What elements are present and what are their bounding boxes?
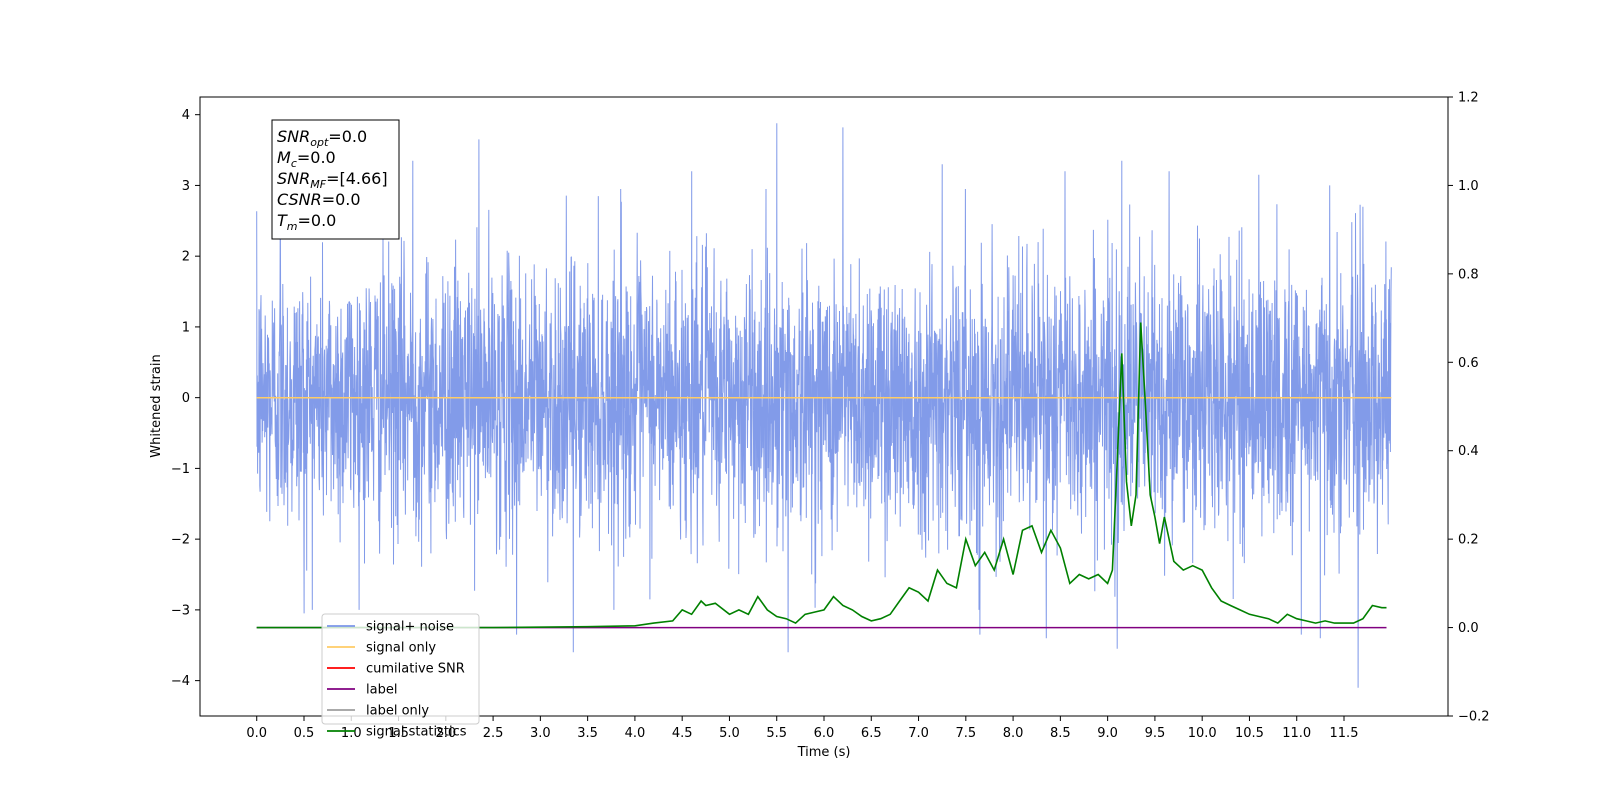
y-tick-label: −1 bbox=[171, 462, 190, 477]
x-axis-label: Time (s) bbox=[797, 745, 851, 760]
x-tick-label: 9.0 bbox=[1097, 726, 1118, 741]
annotation-symbol: T bbox=[277, 211, 288, 230]
annotation-symbol: M bbox=[277, 148, 291, 167]
annotation-symbol: CSNR bbox=[277, 190, 322, 209]
x-tick-label: 5.0 bbox=[719, 726, 740, 741]
annotation-value: =0.0 bbox=[297, 148, 336, 167]
annotation-symbol: SNR bbox=[277, 127, 310, 146]
y-tick-label: −3 bbox=[171, 603, 190, 618]
y-tick-label: 3 bbox=[182, 179, 190, 194]
legend-frame bbox=[321, 613, 480, 725]
legend-entry-label: label bbox=[366, 683, 397, 698]
legend-entry-label: cumilative SNR bbox=[366, 662, 465, 677]
annotation-subscript: MF bbox=[310, 178, 326, 191]
annotation-value: =0.0 bbox=[328, 127, 367, 146]
annotation-line: CSNR=0.0 bbox=[277, 190, 361, 209]
legend-entry-label: signal+ noise bbox=[366, 620, 454, 635]
x-tick-label: 0.5 bbox=[294, 726, 315, 741]
legend: signal+ noise signal only cumilative SNR la… bbox=[321, 613, 480, 740]
y2-tick-label: 0.0 bbox=[1458, 621, 1479, 636]
y-tick-label: 1 bbox=[182, 320, 190, 335]
annotation-line: Mc=0.0 bbox=[277, 148, 336, 170]
annotation-line: SNRopt=0.0 bbox=[277, 127, 367, 149]
annotation-subscript: opt bbox=[310, 136, 329, 149]
x-tick-label: 10.0 bbox=[1188, 726, 1217, 741]
y2-tick-label: 0.6 bbox=[1458, 356, 1479, 371]
x-tick-label: 6.5 bbox=[861, 726, 882, 741]
y-tick-label: 4 bbox=[182, 108, 190, 123]
x-tick-label: 9.5 bbox=[1145, 726, 1166, 741]
y2-tick-label: 1.0 bbox=[1458, 179, 1479, 194]
x-tick-label: 2.5 bbox=[483, 726, 504, 741]
y-tick-label: 2 bbox=[182, 250, 190, 265]
x-tick-label: 11.0 bbox=[1282, 726, 1311, 741]
annotation-line: Tm=0.0 bbox=[277, 211, 336, 233]
x-tick-label: 4.0 bbox=[625, 726, 646, 741]
annotation-value: =[4.66] bbox=[326, 169, 388, 188]
annotation-line: SNRMF=[4.66] bbox=[277, 169, 388, 191]
x-tick-label: 3.5 bbox=[577, 726, 598, 741]
y2-tick-label: 1.2 bbox=[1458, 91, 1479, 106]
x-tick-label: 3.0 bbox=[530, 726, 551, 741]
x-tick-label: 7.5 bbox=[955, 726, 976, 741]
legend-entry-label: label only bbox=[366, 704, 429, 719]
series-signal-noise-line bbox=[256, 123, 1392, 688]
ticks-layer: 0.0 0.5 1.0 1.5 2.0 2.5 3.0 3.5 4.0 4.5 5.0 5.5 6.0 6… bbox=[171, 91, 1490, 742]
x-tick-label: 6.0 bbox=[814, 726, 835, 741]
annotation-symbol: SNR bbox=[277, 169, 310, 188]
x-tick-label: 8.5 bbox=[1050, 726, 1071, 741]
y-tick-label: 0 bbox=[182, 391, 190, 406]
y2-tick-label: 0.2 bbox=[1458, 533, 1479, 548]
x-tick-label: 8.0 bbox=[1003, 726, 1024, 741]
plot-area bbox=[256, 123, 1392, 688]
y2-tick-label: 0.8 bbox=[1458, 267, 1479, 282]
annotation-subscript: m bbox=[287, 220, 298, 233]
annotation-value: =0.0 bbox=[322, 190, 361, 209]
annotation-subscript: c bbox=[291, 157, 297, 170]
y2-tick-label: −0.2 bbox=[1458, 710, 1490, 725]
x-tick-label: 5.5 bbox=[766, 726, 787, 741]
series-signal-statistics-line bbox=[256, 322, 1387, 629]
y-tick-label: −2 bbox=[171, 533, 190, 548]
x-tick-label: 7.0 bbox=[908, 726, 929, 741]
annotation-box: SNRopt=0.0Mc=0.0SNRMF=[4.66]CSNR=0.0Tm=0… bbox=[271, 119, 400, 240]
x-tick-label: 1.5 bbox=[388, 726, 409, 741]
y2-tick-label: 0.4 bbox=[1458, 444, 1479, 459]
annotation-frame bbox=[271, 119, 400, 240]
x-tick-label: 4.5 bbox=[672, 726, 693, 741]
y-axis-label: Whitened strain bbox=[149, 354, 164, 457]
x-tick-label: 1.0 bbox=[341, 726, 362, 741]
y-tick-label: −4 bbox=[171, 674, 190, 689]
x-tick-label: 2.0 bbox=[435, 726, 456, 741]
legend-entry-label: signal only bbox=[366, 641, 436, 656]
x-tick-label: 10.5 bbox=[1235, 726, 1264, 741]
legend-entry-label: signal statistics bbox=[366, 725, 467, 740]
x-tick-label: 11.5 bbox=[1330, 726, 1359, 741]
x-tick-label: 0.0 bbox=[246, 726, 267, 741]
annotation-value: =0.0 bbox=[298, 211, 337, 230]
